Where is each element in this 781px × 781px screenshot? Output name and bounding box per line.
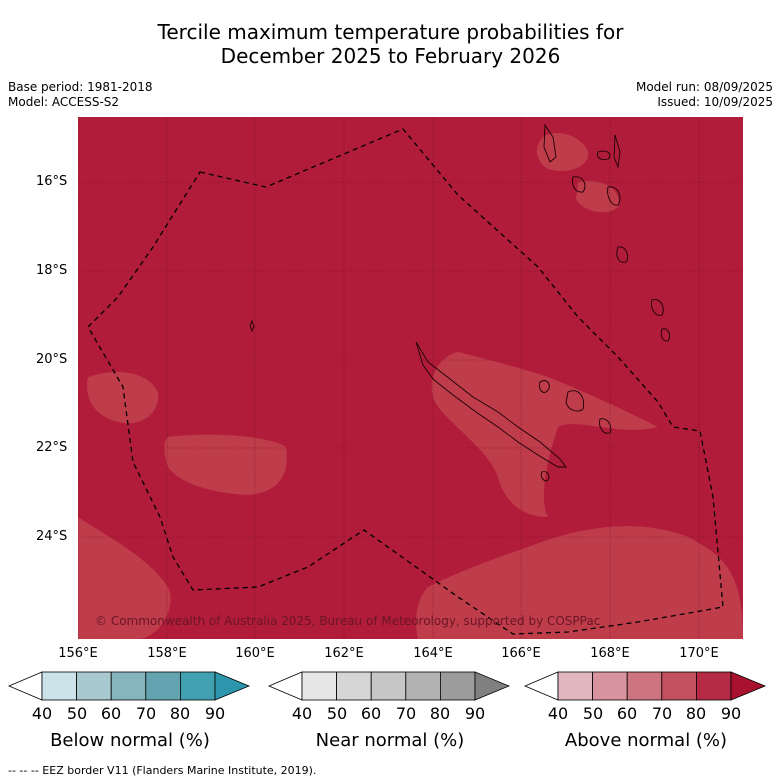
meta-right: Model run: 08/09/2025 Issued: 10/09/2025 (636, 80, 773, 110)
colorbar-extend-low (7, 671, 43, 701)
issued-text: Issued: 10/09/2025 (657, 95, 773, 109)
lat-label-18s: 18°S (36, 263, 68, 278)
cbar-tick: 60 (100, 704, 122, 723)
cbar-tick: 60 (616, 704, 638, 723)
eez-footnote: -- -- -- EEZ border V11 (Flanders Marine… (8, 764, 317, 777)
new-caledonia-coast (415, 341, 567, 468)
gridlines (78, 117, 743, 639)
title-line-2: December 2025 to February 2026 (220, 44, 561, 68)
vanuatu-island-2 (572, 176, 586, 193)
cbar-tick: 90 (464, 704, 486, 723)
cbar-tick: 80 (169, 704, 191, 723)
lon-label-160e: 160°E (235, 646, 275, 661)
colorbar-extend-high (730, 671, 767, 701)
lat-label-20s: 20°S (36, 352, 68, 367)
colorbar-below-normal-swatches (7, 671, 251, 701)
meta-left: Base period: 1981-2018 Model: ACCESS-S2 (8, 80, 153, 110)
colorbar-above-normal: 40 50 60 70 80 90 Above normal (%) (523, 670, 768, 751)
cbar-tick: 90 (720, 704, 742, 723)
colorbar-extend-low (523, 671, 559, 701)
colorbar-near-normal-swatches (267, 671, 511, 701)
colorbar-swatch (301, 671, 337, 701)
cbar-tick: 50 (582, 704, 604, 723)
colorbar-below-normal: 40 50 60 70 80 90 Below normal (%) (7, 670, 252, 751)
colorbar-swatch (336, 671, 372, 701)
vanuatu-island-4 (613, 134, 621, 169)
chart-title: Tercile maximum temperature probabilitie… (0, 20, 781, 68)
probability-shading (78, 132, 743, 639)
loyalty-island-1 (538, 380, 550, 393)
colorbar-swatch (439, 671, 476, 701)
cbar-tick: 40 (291, 704, 313, 723)
lon-label-168e: 168°E (590, 646, 630, 661)
lon-label-158e: 158°E (147, 646, 187, 661)
loyalty-island-2 (565, 390, 585, 412)
cbar-tick: 80 (685, 704, 707, 723)
lon-label-162e: 162°E (324, 646, 364, 661)
colorbar-swatch (76, 671, 112, 701)
colorbar-swatch (370, 671, 407, 701)
colorbar-near-normal: 40 50 60 70 80 90 Near normal (%) (267, 670, 512, 751)
vanuatu-island-8 (660, 328, 671, 342)
lat-label-22s: 22°S (36, 440, 68, 455)
cbar-tick: 90 (204, 704, 226, 723)
cbar-tick: 70 (135, 704, 157, 723)
cbar-tick: 50 (326, 704, 348, 723)
cbar-tick: 50 (66, 704, 88, 723)
base-period-text: Base period: 1981-2018 (8, 80, 153, 94)
lon-label-164e: 164°E (413, 646, 453, 661)
cbar-tick: 80 (429, 704, 451, 723)
cbar-tick: 70 (395, 704, 417, 723)
cbar-tick: 40 (31, 704, 53, 723)
cbar-tick: 60 (360, 704, 382, 723)
model-text: Model: ACCESS-S2 (8, 95, 120, 109)
eez-border (87, 128, 724, 635)
map-svg (78, 117, 743, 639)
colorbar-swatch (179, 671, 216, 701)
lon-label-156e: 156°E (58, 646, 98, 661)
lon-label-166e: 166°E (501, 646, 541, 661)
colorbar-swatch (145, 671, 181, 701)
loyalty-island-3 (599, 418, 612, 434)
colorbar-swatch (110, 671, 147, 701)
colorbar-near-normal-label: Near normal (%) (315, 730, 465, 751)
colorbar-swatch (405, 671, 441, 701)
small-island-1 (249, 319, 255, 333)
colorbar-swatch (695, 671, 732, 701)
colorbar-swatch (626, 671, 663, 701)
colorbar-extend-low (267, 671, 303, 701)
colorbar-swatch (592, 671, 628, 701)
vanuatu-island-1 (543, 123, 557, 163)
colorbar-extend-high (474, 671, 511, 701)
colorbar-above-normal-swatches (523, 671, 767, 701)
lon-label-170e: 170°E (679, 646, 719, 661)
colorbar-swatch (41, 671, 77, 701)
cbar-tick: 70 (651, 704, 673, 723)
copyright-text: © Commonwealth of Australia 2025, Bureau… (95, 614, 601, 628)
vanuatu-island-5 (607, 186, 621, 206)
cbar-tick: 40 (547, 704, 569, 723)
small-island-2 (540, 471, 550, 482)
lat-label-16s: 16°S (36, 174, 68, 189)
colorbar-swatch (661, 671, 697, 701)
colorbar-swatch (557, 671, 593, 701)
vanuatu-island-6 (616, 246, 629, 263)
model-run-text: Model run: 08/09/2025 (635, 80, 773, 94)
colorbar-below-normal-label: Below normal (%) (50, 730, 210, 751)
colorbar-above-normal-label: Above normal (%) (564, 730, 728, 751)
colorbar-extend-high (214, 671, 251, 701)
title-line-1: Tercile maximum temperature probabilitie… (157, 20, 624, 44)
vanuatu-island-7 (651, 299, 664, 316)
lat-label-24s: 24°S (36, 529, 68, 544)
vanuatu-island-3 (597, 150, 611, 160)
map-area (78, 117, 743, 639)
coastlines (249, 123, 671, 482)
